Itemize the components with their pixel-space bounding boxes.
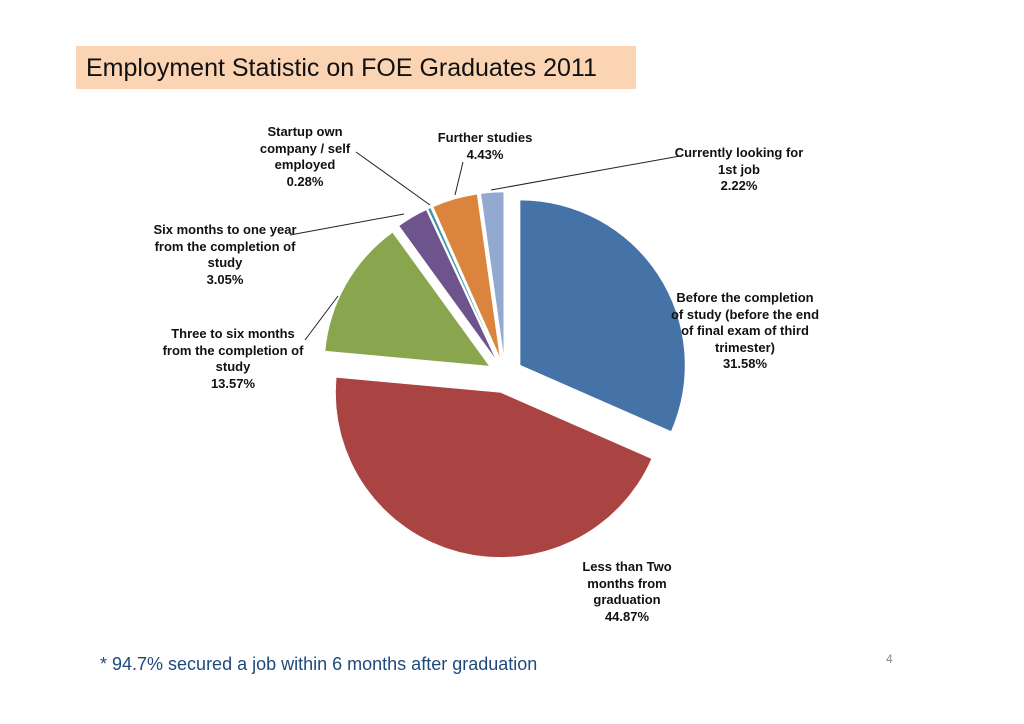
value-label: 44.87%	[604, 608, 650, 624]
value-label: 2.22%	[720, 178, 758, 193]
category-label: Startup own company / self employed	[259, 124, 351, 172]
category-label: Currently looking for 1st job	[674, 145, 804, 177]
pie-slice	[324, 232, 490, 367]
slice-label: Before the completion of study (before t…	[670, 290, 820, 373]
leader-line	[304, 295, 339, 341]
pie-slice	[427, 207, 498, 359]
page-number: 4	[886, 652, 893, 666]
slice-label: Six months to one year from the completi…	[150, 222, 300, 288]
slice-label: Startup own company / self employed 0.28%	[250, 124, 360, 190]
category-label: Three to six months from the completion …	[162, 326, 304, 374]
value-label: 0.28%	[286, 173, 324, 189]
footnote: * 94.7% secured a job within 6 months af…	[100, 654, 538, 674]
category-label: Six months to one year from the completi…	[153, 222, 297, 270]
pie-slice	[480, 191, 504, 358]
slice-label: Further studies 4.43%	[420, 130, 550, 163]
category-label: Before the completion of study (before t…	[670, 290, 820, 355]
value-label: 13.57%	[210, 375, 256, 391]
leader-line	[355, 151, 431, 206]
pie-slice	[335, 377, 652, 558]
value-label: 3.05%	[206, 271, 244, 287]
category-label: Further studies	[437, 130, 533, 145]
value-label: 4.43%	[466, 146, 504, 162]
slice-label: Three to six months from the completion …	[158, 326, 308, 392]
pie-slice	[398, 209, 497, 360]
leader-line	[490, 155, 681, 191]
category-label: Less than Two months from graduation	[582, 559, 672, 607]
chart-title: Employment Statistic on FOE Graduates 20…	[76, 46, 636, 89]
leader-line	[289, 213, 405, 236]
slice-label: Currently looking for 1st job 2.22%	[674, 145, 804, 195]
pie-slice	[432, 194, 501, 358]
leader-line	[454, 161, 464, 196]
slice-label: Less than Two months from graduation 44.8…	[567, 559, 687, 625]
value-label: 31.58%	[722, 356, 768, 371]
pie-slice	[519, 199, 686, 432]
